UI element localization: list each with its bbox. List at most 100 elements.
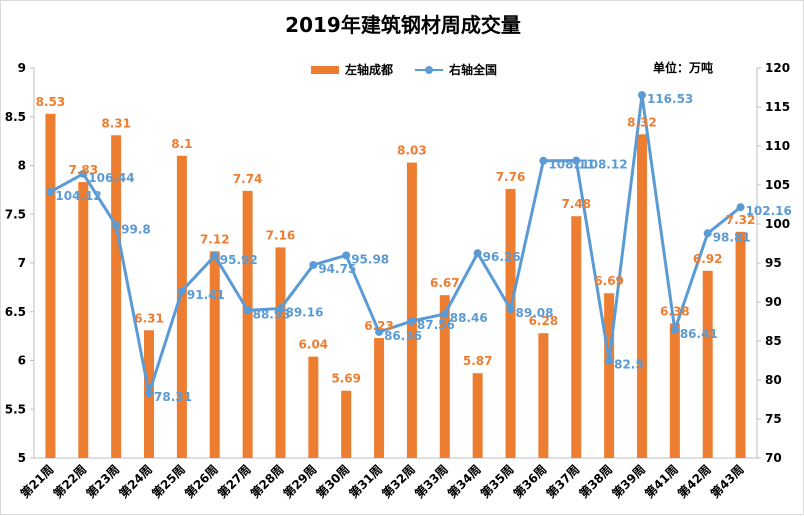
right-tick-label: 105 bbox=[765, 178, 790, 192]
x-tick-label: 第42周 bbox=[674, 462, 713, 501]
x-tick-label: 第29周 bbox=[280, 462, 319, 501]
bar bbox=[406, 162, 417, 458]
line-data-label: 88.93 bbox=[253, 307, 291, 321]
line-data-label: 86.16 bbox=[384, 329, 422, 343]
bar bbox=[374, 338, 385, 458]
line-data-label: 104.12 bbox=[55, 189, 101, 203]
left-tick-label: 7 bbox=[18, 256, 26, 270]
bar-data-label: 7.76 bbox=[496, 170, 526, 184]
x-tick-label: 第41周 bbox=[642, 462, 681, 501]
x-tick-label: 第26周 bbox=[181, 462, 220, 501]
line-data-label: 89.08 bbox=[516, 306, 554, 320]
line-data-label: 95.98 bbox=[351, 252, 389, 266]
legend-swatch-bar bbox=[311, 65, 339, 74]
line-point bbox=[145, 389, 154, 398]
chart-title: 2019年建筑钢材周成交量 bbox=[285, 13, 521, 37]
bar-data-label: 6.69 bbox=[594, 274, 624, 288]
bar bbox=[275, 247, 286, 458]
bar bbox=[45, 113, 56, 458]
bar-data-label: 5.87 bbox=[463, 354, 493, 368]
line-data-label: 82.5 bbox=[614, 358, 644, 372]
line-data-label: 78.31 bbox=[154, 390, 192, 404]
x-tick-label: 第21周 bbox=[17, 462, 56, 501]
bar bbox=[176, 155, 187, 458]
x-tick-label: 第22周 bbox=[50, 462, 89, 501]
line-data-label: 108.12 bbox=[581, 158, 627, 172]
right-tick-label: 75 bbox=[765, 412, 782, 426]
right-tick-label: 120 bbox=[765, 61, 790, 75]
bar-data-label: 6.28 bbox=[529, 314, 559, 328]
bar bbox=[242, 190, 253, 458]
x-tick-label: 第37周 bbox=[543, 462, 582, 501]
left-tick-label: 6 bbox=[18, 354, 26, 368]
left-tick-label: 8 bbox=[18, 159, 26, 173]
line-data-label: 95.92 bbox=[220, 253, 258, 267]
line-point bbox=[703, 229, 712, 238]
line-point bbox=[309, 260, 318, 269]
x-tick-label: 第31周 bbox=[346, 462, 385, 501]
line-point bbox=[539, 156, 548, 165]
bar bbox=[505, 188, 516, 458]
line-point bbox=[210, 251, 219, 260]
x-tick-label: 第30周 bbox=[313, 462, 352, 501]
x-tick-label: 第25周 bbox=[149, 462, 188, 501]
bar bbox=[538, 333, 549, 458]
legend: 左轴成都 右轴全国 bbox=[311, 61, 519, 78]
right-tick-label: 85 bbox=[765, 334, 782, 348]
bar-data-label: 6.31 bbox=[134, 311, 164, 325]
left-tick-label: 7.5 bbox=[5, 207, 26, 221]
line-data-label: 99.8 bbox=[121, 223, 151, 237]
line-point bbox=[407, 317, 416, 326]
line-data-label: 106.44 bbox=[88, 171, 134, 185]
right-tick-label: 90 bbox=[765, 295, 782, 309]
bar bbox=[308, 356, 319, 458]
bar bbox=[111, 135, 122, 458]
right-tick-label: 110 bbox=[765, 139, 790, 153]
line-point bbox=[736, 203, 745, 212]
line-point bbox=[670, 326, 679, 335]
right-tick-label: 80 bbox=[765, 373, 782, 387]
bar bbox=[341, 390, 352, 458]
x-tick-label: 第33周 bbox=[412, 462, 451, 501]
line-point bbox=[440, 310, 449, 319]
bar-data-label: 6.23 bbox=[364, 319, 394, 333]
x-tick-label: 第43周 bbox=[707, 462, 746, 501]
bar bbox=[439, 295, 450, 458]
bar-data-label: 7.83 bbox=[68, 163, 98, 177]
right-tick-label: 115 bbox=[765, 100, 790, 114]
legend-label-chengdu: 左轴成都 bbox=[345, 63, 394, 77]
bar-data-label: 7.48 bbox=[561, 197, 591, 211]
line-point bbox=[605, 356, 614, 365]
line-point bbox=[572, 156, 581, 165]
bar bbox=[636, 134, 647, 459]
line-point bbox=[276, 304, 285, 313]
x-tick-label: 第24周 bbox=[116, 462, 155, 501]
bar-data-label: 7.32 bbox=[726, 213, 756, 227]
x-tick-label: 第32周 bbox=[379, 462, 418, 501]
legend-swatch-line bbox=[415, 65, 444, 74]
line-data-label: 89.16 bbox=[285, 306, 323, 320]
line-point bbox=[112, 221, 121, 230]
bar-data-label: 7.12 bbox=[200, 232, 230, 246]
legend-item-chengdu: 左轴成都 bbox=[311, 61, 393, 78]
right-tick-label: 100 bbox=[765, 217, 790, 231]
line-data-label: 86.41 bbox=[680, 327, 718, 341]
line-data-label: 87.56 bbox=[417, 318, 455, 332]
line-data-label: 96.26 bbox=[483, 250, 521, 264]
bar bbox=[571, 216, 582, 458]
line-data-label: 94.75 bbox=[318, 262, 356, 276]
bar-data-label: 8.1 bbox=[171, 137, 192, 151]
x-tick-label: 第35周 bbox=[477, 462, 516, 501]
bar bbox=[604, 293, 615, 458]
line-point bbox=[506, 305, 515, 314]
bar bbox=[78, 182, 89, 458]
bar-data-label: 8.32 bbox=[627, 115, 657, 129]
line-data-label: 88.46 bbox=[450, 311, 488, 325]
left-tick-label: 9 bbox=[18, 61, 26, 75]
line-data-label: 116.53 bbox=[647, 92, 693, 106]
bar-data-label: 7.74 bbox=[233, 172, 263, 186]
x-tick-label: 第23周 bbox=[83, 462, 122, 501]
line-point bbox=[342, 251, 351, 260]
